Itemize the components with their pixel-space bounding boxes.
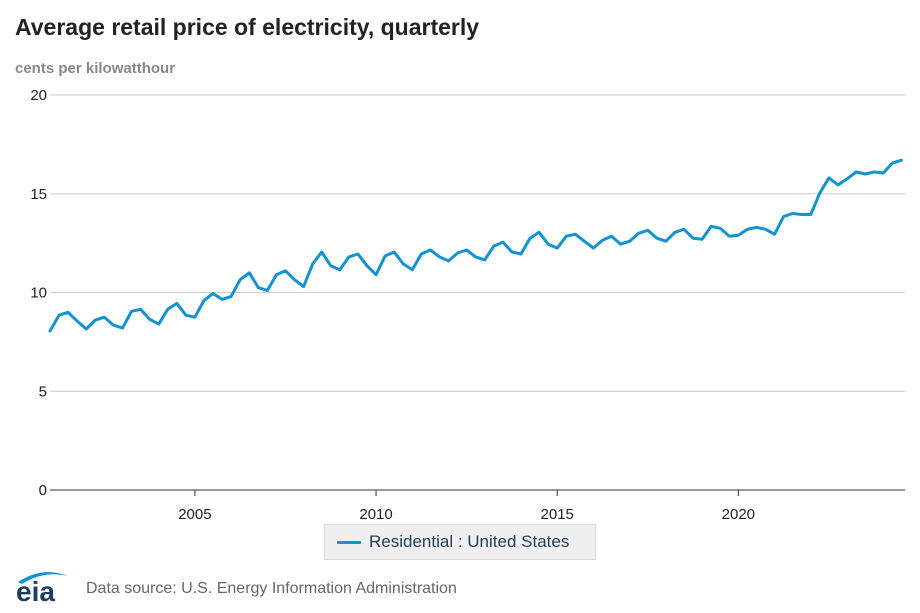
logo-text: eia [16, 576, 55, 604]
logo-swoosh [18, 572, 68, 584]
chart-title: Average retail price of electricity, qua… [15, 14, 480, 40]
chart-legend[interactable]: Residential : United States [324, 524, 596, 560]
y-tick-label: 5 [39, 383, 47, 400]
source-note: Data source: U.S. Energy Information Adm… [86, 580, 457, 597]
legend-label: Residential : United States [369, 532, 570, 551]
y-tick-label: 20 [30, 87, 47, 104]
y-tick-label: 10 [30, 285, 47, 302]
legend-swatch [337, 540, 361, 544]
chart-subtitle: cents per kilowatthour [15, 60, 176, 77]
x-tick-label: 2010 [359, 506, 392, 523]
series-line-residential [48, 158, 903, 333]
x-tick-label: 2020 [722, 506, 755, 523]
eia-logo: eia [16, 572, 68, 604]
y-tick-label: 0 [39, 482, 47, 499]
x-tick-label: 2015 [541, 506, 574, 523]
x-tick-label: 2005 [178, 506, 211, 523]
y-tick-label: 15 [30, 186, 47, 203]
